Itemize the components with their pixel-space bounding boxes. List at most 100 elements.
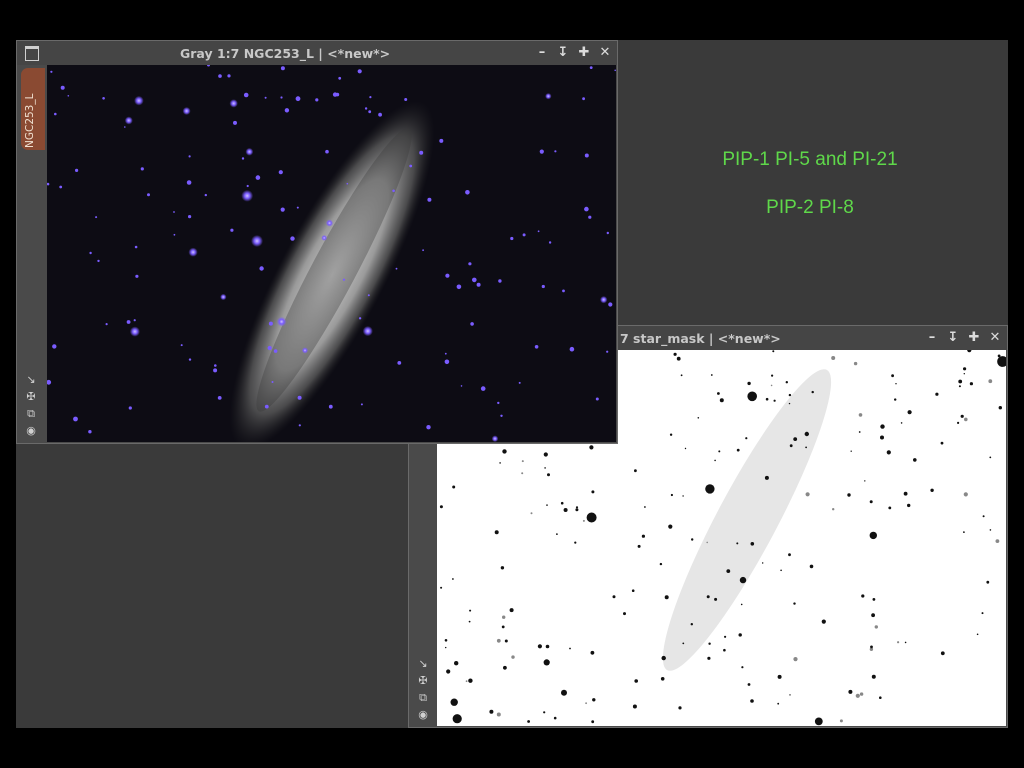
mask-star [445, 646, 447, 649]
star [595, 397, 599, 401]
star [124, 126, 126, 128]
mask-star [631, 589, 635, 592]
mask-star [869, 647, 874, 651]
pan-icon[interactable]: ✠ [418, 674, 428, 687]
preview-icon[interactable]: ⧉ [419, 691, 427, 704]
star [297, 395, 302, 400]
star [358, 317, 362, 320]
star [204, 193, 207, 197]
star [280, 96, 283, 99]
mask-star [511, 655, 515, 659]
star [419, 150, 424, 155]
star [124, 116, 133, 125]
star [554, 150, 557, 153]
star [276, 316, 287, 327]
minimize-icon[interactable]: – [538, 45, 546, 60]
mask-star [805, 492, 810, 497]
maximize-icon[interactable]: ✚ [578, 45, 590, 60]
mask-star [907, 410, 912, 415]
mask-star [668, 524, 673, 529]
mask-star [736, 448, 740, 452]
star [480, 386, 486, 391]
star [47, 379, 52, 385]
mask-star [809, 564, 814, 569]
mask-star [556, 533, 558, 535]
mask-star [904, 641, 907, 644]
minimize-icon[interactable]: – [928, 330, 936, 345]
mask-star [788, 553, 791, 557]
mask-star [673, 352, 677, 356]
star [460, 385, 463, 387]
pan-icon[interactable]: ✠ [26, 390, 36, 403]
readout-icon[interactable]: ◉ [418, 708, 428, 721]
mask-star [872, 598, 876, 601]
shade-icon[interactable]: ↧ [947, 330, 959, 345]
star [321, 234, 328, 241]
zoom-to-fit-icon[interactable]: ↘ [26, 373, 36, 386]
star [188, 358, 192, 361]
ngc253-titlebar[interactable]: Gray 1:7 NGC253_L | <*new*> – ↧ ✚ ✕ [17, 41, 617, 65]
mask-star [676, 356, 681, 361]
mask-star [591, 720, 595, 724]
mask-star [452, 714, 462, 724]
mask-star [770, 384, 773, 387]
star [188, 247, 198, 257]
mask-star [690, 623, 693, 626]
mask-star [750, 542, 755, 546]
star [180, 344, 183, 347]
close-icon[interactable]: ✕ [989, 330, 1001, 345]
mask-star [805, 446, 807, 449]
shade-icon[interactable]: ↧ [557, 45, 569, 60]
star [472, 277, 477, 283]
maximize-icon[interactable]: ✚ [968, 330, 980, 345]
close-icon[interactable]: ✕ [599, 45, 611, 60]
mask-star [561, 689, 567, 696]
mask-star [563, 508, 568, 512]
star [606, 350, 609, 353]
star [404, 98, 408, 101]
mask-star [452, 578, 454, 580]
zoom-to-fit-icon[interactable]: ↘ [418, 657, 428, 670]
mask-star [452, 485, 456, 489]
star [301, 347, 309, 354]
readout-icon[interactable]: ◉ [26, 424, 36, 437]
ngc253-image[interactable] [47, 65, 616, 442]
mask-star [848, 689, 853, 694]
mask-star [963, 367, 967, 371]
mask-star [502, 615, 506, 619]
mask-star [682, 495, 684, 497]
mask-star [582, 519, 585, 522]
star [128, 406, 132, 410]
mask-star [832, 508, 835, 511]
mask-star [543, 711, 546, 714]
mask-star [858, 413, 863, 417]
star [468, 262, 472, 266]
mask-star [969, 382, 974, 386]
mask-star [446, 669, 451, 674]
mask-star [569, 647, 571, 650]
star [422, 249, 424, 252]
star [537, 230, 540, 233]
mask-star [869, 500, 873, 504]
image-tab-ngc253[interactable]: NGC253_L [21, 68, 45, 150]
mask-star [710, 374, 713, 376]
star [476, 282, 481, 287]
mask-star [880, 424, 885, 429]
mask-star [705, 484, 715, 494]
star [280, 66, 285, 71]
star [315, 98, 319, 102]
mask-star [592, 698, 596, 702]
mask-star [935, 392, 939, 396]
mask-star [940, 651, 945, 656]
ngc253-window[interactable]: Gray 1:7 NGC253_L | <*new*> – ↧ ✚ ✕ ↘ ✠ … [16, 40, 618, 444]
preview-icon[interactable]: ⧉ [27, 407, 35, 420]
star [409, 164, 413, 168]
star [614, 69, 616, 72]
mask-star [714, 459, 716, 462]
mask-star [521, 472, 524, 475]
mask-star [958, 379, 963, 384]
mask-star [509, 608, 514, 613]
mask-star [612, 595, 616, 599]
mask-star [891, 374, 894, 378]
window-menu-icon[interactable] [25, 46, 39, 61]
